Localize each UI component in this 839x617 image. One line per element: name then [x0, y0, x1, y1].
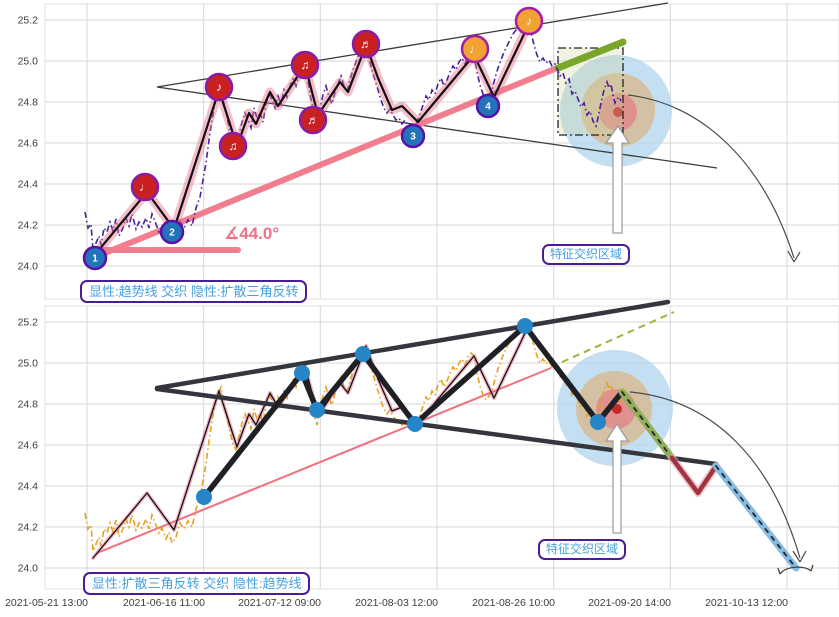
broadening-triangle-implicit — [156, 2, 718, 169]
triangle-pivot-dots — [196, 318, 606, 505]
note-marker: ♬ — [351, 29, 381, 59]
reversal-point-dot — [612, 404, 622, 414]
y-tick: 25.0 — [18, 358, 39, 370]
note-icon: ♬ — [360, 37, 372, 51]
note-icon: ♫ — [301, 58, 310, 72]
note-icon: ♫ — [229, 139, 238, 153]
forecast-end-marker — [777, 564, 814, 575]
note-marker: ♫ — [290, 50, 320, 80]
reversal-pullback-maroon — [668, 454, 720, 497]
pivot-number: 2 — [169, 228, 175, 239]
panel2-caption: 显性:扩散三角反转 交织 隐性:趋势线 — [83, 572, 311, 595]
pivot-number: 4 — [485, 102, 491, 113]
x-tick: 2021-08-03 12:00 — [355, 597, 438, 609]
panel1-grid — [44, 3, 839, 300]
note-icon: ♬ — [307, 113, 319, 127]
y-tick: 25.0 — [18, 56, 39, 68]
note-icon: ♩ — [469, 42, 481, 56]
note-icon: ♪ — [216, 80, 222, 94]
trendline-forecast-dashed — [550, 311, 675, 368]
feature-zone-top — [560, 55, 672, 167]
note-icon: ♪ — [526, 14, 532, 28]
note-marker: ♫ — [218, 131, 248, 161]
y-tick: 24.2 — [18, 220, 39, 232]
x-tick: 2021-09-20 14:00 — [588, 597, 671, 609]
white-arrow-bottom — [604, 422, 630, 534]
pivot-number: 1 — [92, 254, 98, 265]
y-tick: 24.6 — [18, 440, 39, 452]
reversal-forecast-blue — [712, 462, 800, 572]
pivot-marker-3: 3 — [400, 123, 426, 149]
projection-arrow-bottom — [629, 391, 807, 563]
reversal-forecast-green — [618, 388, 676, 462]
y-tick: 24.2 — [18, 522, 39, 534]
y-tick: 24.8 — [18, 97, 39, 109]
y-tick: 25.2 — [18, 15, 39, 27]
angle-annotation: ∡44.0° — [224, 224, 279, 243]
y-tick: 24.6 — [18, 138, 39, 150]
note-pivot-markers: ♩ ♪ ♫ ♫ ♬ ♬ ♩ ♪ — [130, 6, 544, 202]
pivot-marker-1: 1 — [82, 245, 108, 271]
pivot-number: 3 — [410, 132, 416, 143]
y-tick: 24.0 — [18, 261, 39, 273]
panel2-feature-zone-label: 特征交织区域 — [538, 539, 627, 560]
projection-arrow-top — [627, 94, 801, 263]
note-marker-orange: ♩ — [460, 34, 490, 64]
x-tick: 2021-10-13 12:00 — [705, 597, 788, 609]
x-tick: 2021-06-16 11:00 — [123, 597, 205, 609]
note-marker: ♪ — [204, 72, 234, 102]
trend-forecast-green — [554, 38, 627, 72]
note-icon: ♩ — [139, 180, 151, 194]
x-tick: 2021-07-12 09:00 — [238, 597, 321, 609]
pivot-marker-2: 2 — [159, 219, 185, 245]
trendline-implicit — [96, 367, 552, 554]
panel1-caption: 显性:趋势线 交织 隐性:扩散三角反转 — [80, 280, 308, 303]
y-tick: 24.4 — [18, 481, 39, 493]
y-tick: 25.2 — [18, 317, 39, 329]
broadening-triangle-explicit — [154, 299, 719, 467]
numbered-pivot-markers: 1 2 3 4 — [82, 93, 501, 271]
panel2-y-axis: 25.2 25.0 24.8 24.6 24.4 24.2 24.0 — [18, 317, 39, 575]
x-axis: 2021-05-21 13:00 2021-06-16 11:00 2021-0… — [5, 597, 788, 609]
y-tick: 24.4 — [18, 179, 39, 191]
note-marker: ♬ — [298, 105, 328, 135]
note-marker: ♩ — [130, 172, 160, 202]
panel2-grid — [44, 305, 839, 590]
x-tick: 2021-08-26 10:00 — [472, 597, 555, 609]
y-tick: 24.8 — [18, 399, 39, 411]
note-marker-orange: ♪ — [514, 6, 544, 36]
pivot-marker-4: 4 — [475, 93, 501, 119]
panel1-feature-zone-label: 特征交织区域 — [542, 244, 631, 265]
y-tick: 24.0 — [18, 563, 39, 575]
panel1-y-axis: 25.2 25.0 24.8 24.6 24.4 24.2 24.0 — [18, 15, 39, 273]
x-tick: 2021-05-21 13:00 — [5, 597, 88, 609]
white-arrow-top — [604, 124, 631, 234]
reversal-point-dot — [613, 107, 623, 117]
